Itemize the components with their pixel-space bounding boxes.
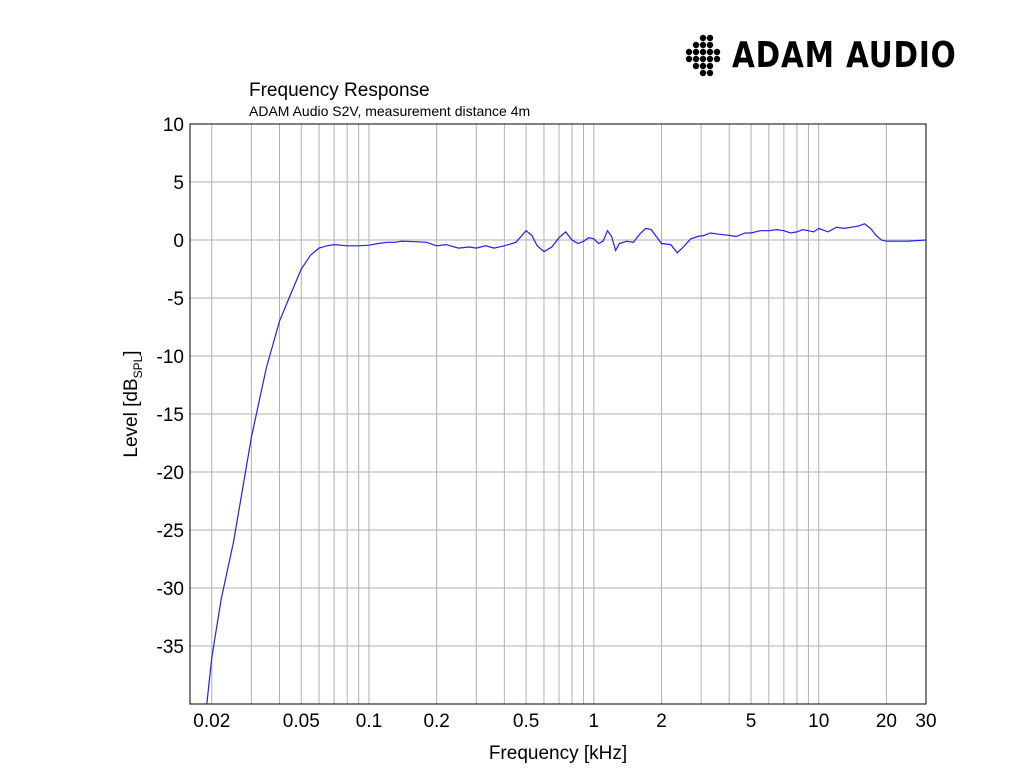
y-tick-label: 10 [163, 115, 184, 136]
x-tick-label: 1 [589, 711, 600, 732]
grid-lines [190, 124, 926, 704]
y-tick-labels: 10 5 0 -5 -10 -15 -20 -25 -30 -35 [157, 115, 184, 658]
x-tick-label: 0.02 [193, 711, 230, 732]
x-tick-label: 0.2 [423, 711, 449, 732]
y-axis-label-sub: SPL [131, 355, 145, 378]
x-axis-label: Frequency [kHz] [489, 743, 627, 764]
y-axis-label: Level [dBSPL] [121, 350, 145, 457]
series-line-frequency-response [206, 223, 927, 705]
x-tick-label: 5 [746, 711, 757, 732]
x-tick-label: 30 [915, 711, 936, 732]
y-tick-label: -15 [157, 405, 184, 426]
brand-logo: ADAM AUDIO [682, 34, 1006, 78]
y-tick-label: -5 [167, 289, 184, 310]
x-tick-label: 20 [876, 711, 897, 732]
x-tick-label: 2 [656, 711, 667, 732]
x-tick-label: 0.1 [356, 711, 382, 732]
y-tick-label: -35 [157, 637, 184, 658]
y-tick-label: 0 [173, 231, 184, 252]
y-tick-label: -25 [157, 521, 184, 542]
y-tick-label: -10 [157, 347, 184, 368]
x-tick-label: 0.05 [283, 711, 320, 732]
chart-subtitle: ADAM Audio S2V, measurement distance 4m [249, 103, 531, 119]
logo-text: ADAM AUDIO [732, 35, 957, 76]
y-axis-label-main: Level [dB [121, 378, 142, 457]
x-tick-label: 10 [808, 711, 829, 732]
y-tick-label: -30 [157, 579, 184, 600]
y-axis-label-close: ] [121, 350, 142, 355]
x-tick-label: 0.5 [513, 711, 539, 732]
plot-frame [189, 123, 927, 705]
x-tick-labels: 0.02 0.05 0.1 0.2 0.5 1 2 5 10 20 30 [193, 711, 936, 732]
y-tick-label: -20 [157, 463, 184, 484]
adam-audio-dots-logo-icon [685, 34, 721, 77]
chart-title: Frequency Response [249, 80, 430, 101]
y-tick-label: 5 [173, 173, 184, 194]
